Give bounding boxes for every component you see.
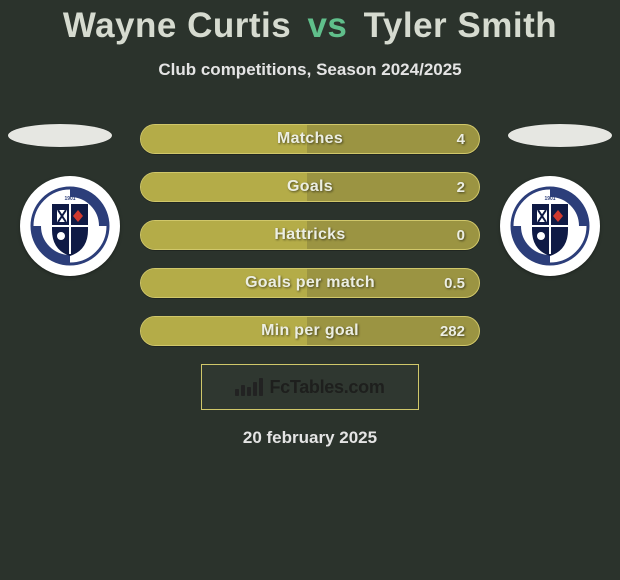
- stat-value-right: 4: [457, 125, 465, 153]
- stat-value-right: 2: [457, 173, 465, 201]
- stat-value-right: 0: [457, 221, 465, 249]
- stat-label: Goals: [141, 173, 479, 201]
- watermark: FcTables.com: [201, 364, 419, 410]
- player1-club-crest: 1901: [20, 176, 120, 276]
- subtitle: Club competitions, Season 2024/2025: [0, 60, 620, 80]
- stat-value-right: 282: [440, 317, 465, 345]
- svg-text:1901: 1901: [544, 196, 555, 202]
- player2-club-crest: 1901: [500, 176, 600, 276]
- stat-bars: Matches4Goals2Hattricks0Goals per match0…: [140, 124, 480, 346]
- player2-placeholder-oval: [508, 124, 612, 147]
- player1-placeholder-oval: [8, 124, 112, 147]
- footer-date: 20 february 2025: [0, 428, 620, 448]
- stat-row: Goals per match0.5: [140, 268, 480, 298]
- stat-row: Min per goal282: [140, 316, 480, 346]
- title-player2: Tyler Smith: [364, 6, 558, 45]
- stat-value-right: 0.5: [444, 269, 465, 297]
- stage: 1901 1901 Matches4 Goals2 Hattricks0 Goals …: [0, 124, 620, 448]
- svg-text:1901: 1901: [64, 196, 75, 202]
- watermark-brand: FcTables.com: [269, 377, 384, 398]
- crest-icon: 1901: [510, 186, 590, 266]
- page-title: Wayne Curtis vs Tyler Smith: [0, 6, 620, 46]
- stat-label: Min per goal: [141, 317, 479, 345]
- title-player1: Wayne Curtis: [63, 6, 291, 45]
- bar-chart-icon: [235, 378, 263, 396]
- stat-row: Hattricks0: [140, 220, 480, 250]
- stat-label: Hattricks: [141, 221, 479, 249]
- comparison-card: Wayne Curtis vs Tyler Smith Club competi…: [0, 6, 620, 580]
- title-vs: vs: [307, 6, 347, 45]
- crest-icon: 1901: [30, 186, 110, 266]
- stat-label: Matches: [141, 125, 479, 153]
- stat-row: Goals2: [140, 172, 480, 202]
- stat-row: Matches4: [140, 124, 480, 154]
- stat-label: Goals per match: [141, 269, 479, 297]
